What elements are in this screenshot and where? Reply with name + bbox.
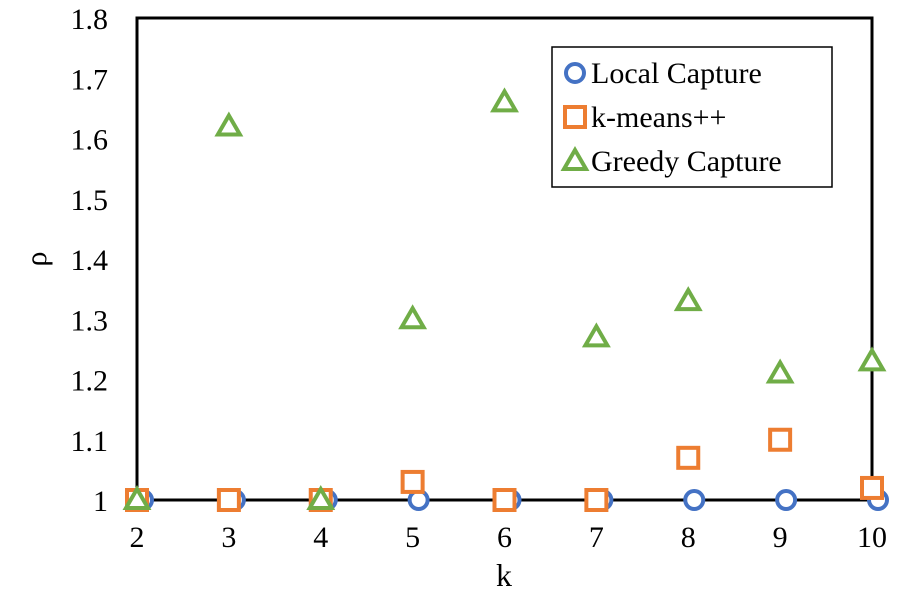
y-tick-label: 1.2 <box>71 365 109 398</box>
y-tick-label: 1.5 <box>71 184 109 217</box>
y-tick-label: 1.8 <box>71 3 109 36</box>
x-tick-label: 2 <box>130 521 145 554</box>
y-tick-label: 1.4 <box>71 244 109 277</box>
k-means-point <box>768 427 793 452</box>
x-tick-label: 10 <box>857 521 887 554</box>
greedy-capture-point <box>122 485 152 510</box>
data-marks <box>122 87 889 512</box>
k-means-point <box>216 488 241 512</box>
legend-marker-local-capture <box>564 62 586 84</box>
x-tick-label: 9 <box>773 521 788 554</box>
greedy-capture-point <box>857 346 887 372</box>
x-tick-label: 3 <box>221 521 236 554</box>
legend-marker-greedy-capture <box>560 146 590 171</box>
legend-marker-k-means <box>563 105 587 129</box>
x-tick-label: 7 <box>589 521 604 554</box>
y-tick-label: 1.7 <box>71 63 109 96</box>
greedy-capture-point <box>398 304 428 330</box>
legend-box <box>551 46 833 188</box>
local-capture-point <box>683 489 706 511</box>
y-axis-label: ρ <box>20 252 53 267</box>
y-tick-label: 1.6 <box>71 124 109 157</box>
greedy-capture-point <box>490 87 519 113</box>
k-means-point <box>492 488 517 512</box>
x-tick-label: 4 <box>313 521 328 554</box>
x-tick-label: 6 <box>497 521 512 554</box>
legend: Local Capture k-means++ Greedy Capture <box>551 46 833 188</box>
greedy-capture-point <box>673 286 703 312</box>
greedy-capture-point <box>765 358 795 384</box>
legend-label-local-capture: Local Capture <box>591 57 762 90</box>
y-tick-label: 1.3 <box>71 304 109 337</box>
y-axis-ticks: 1 1.1 1.2 1.3 1.4 1.5 1.6 1.7 1.8 <box>71 3 109 518</box>
local-capture-point <box>775 489 798 511</box>
greedy-capture-point <box>214 111 244 137</box>
k-means-point <box>400 469 425 494</box>
x-axis-label: k <box>496 557 512 593</box>
x-tick-label: 5 <box>405 521 420 554</box>
k-means-point <box>584 488 609 512</box>
x-axis-ticks: 2 3 4 5 6 7 8 9 10 <box>130 521 888 554</box>
y-tick-label: 1 <box>93 485 108 518</box>
k-means-point <box>860 475 884 500</box>
greedy-capture-point <box>581 322 611 348</box>
x-tick-label: 8 <box>681 521 696 554</box>
legend-label-k-means: k-means++ <box>591 101 726 134</box>
greedy-capture-point <box>306 485 336 510</box>
y-tick-label: 1.1 <box>71 425 109 458</box>
k-means-point <box>676 445 701 470</box>
legend-label-greedy-capture: Greedy Capture <box>591 145 782 178</box>
